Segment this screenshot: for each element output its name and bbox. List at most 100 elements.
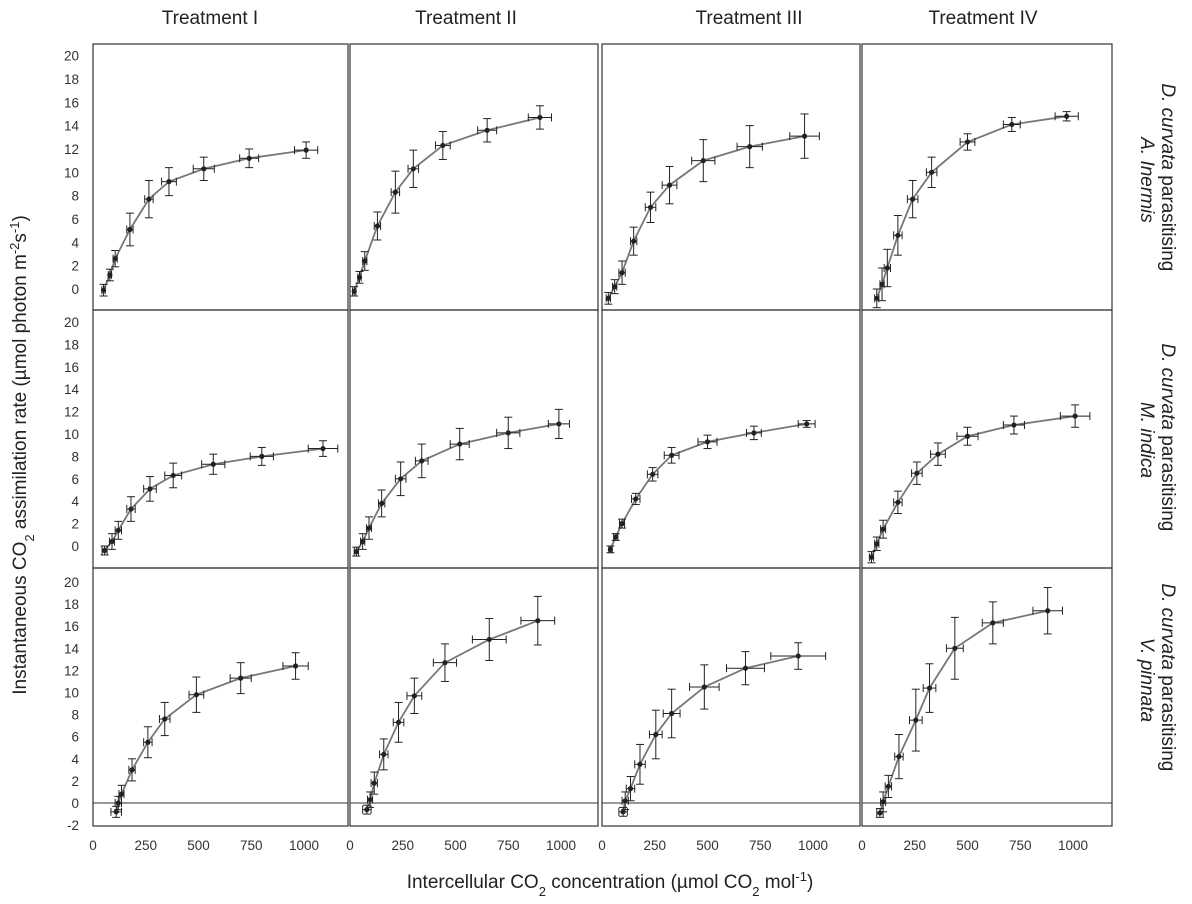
data-point <box>653 731 659 738</box>
data-point <box>885 783 891 790</box>
data-point <box>100 287 107 293</box>
data-point <box>201 166 207 172</box>
x-tick-label: 250 <box>903 838 926 853</box>
data-point <box>362 258 368 264</box>
data-point <box>952 645 958 651</box>
data-point <box>913 717 919 723</box>
panel-frame <box>861 309 1113 569</box>
panel-frame <box>601 43 861 311</box>
data-point <box>877 810 883 816</box>
series-line <box>870 415 1076 558</box>
x-tick-label: 1000 <box>289 838 319 853</box>
panel-r1-c4 <box>861 43 1113 311</box>
y-tick-label: 18 <box>64 597 79 612</box>
data-point <box>880 526 886 532</box>
y-tick-label: 18 <box>64 337 79 352</box>
y-tick-label: 14 <box>64 641 80 656</box>
column-title-1: Treatment I <box>162 8 258 29</box>
data-point <box>1045 608 1051 614</box>
data-point <box>700 158 706 164</box>
data-point <box>747 144 753 150</box>
data-point <box>1072 413 1078 419</box>
y-tick-label: 10 <box>64 686 79 701</box>
row-label-1-species: D. curvata <box>1157 83 1178 170</box>
data-point <box>801 133 808 139</box>
data-point <box>107 272 113 278</box>
y-tick-label: 8 <box>71 708 79 723</box>
series-line <box>353 116 541 292</box>
data-point <box>742 665 749 671</box>
panel-grid: 0 2 4 6 8 10 12 14 16 18 20 0 2 4 6 8 10 12 14 16 18 20 -2 0 2 4 6… <box>64 43 1113 853</box>
data-point <box>320 445 326 452</box>
y-tick-label: 14 <box>64 119 80 134</box>
series-line <box>875 115 1067 299</box>
row-label-3-species: D. curvata <box>1157 583 1178 670</box>
data-point <box>935 451 941 457</box>
panel-r3-c3: 0 250 500 750 1000 <box>598 567 861 853</box>
data-point <box>895 499 901 505</box>
data-point <box>620 809 626 815</box>
data-point <box>442 660 448 666</box>
data-point <box>804 421 810 427</box>
x-tick-label: 250 <box>134 838 157 853</box>
data-point <box>619 521 625 527</box>
data-point <box>162 716 168 722</box>
data-point <box>238 675 244 681</box>
data-point <box>411 693 417 699</box>
x-tick-label: 1000 <box>798 838 828 853</box>
row-label-2: D. curvata parasitising M. indica <box>1136 343 1178 536</box>
data-point <box>381 751 387 757</box>
data-point <box>633 496 639 502</box>
data-point <box>440 142 446 149</box>
data-point <box>874 541 880 547</box>
panel-frame <box>349 43 599 311</box>
data-point <box>537 114 543 121</box>
panel-frame <box>861 43 1113 311</box>
y-tick-label: 0 <box>71 282 79 297</box>
data-point <box>398 476 404 482</box>
panel-r3-c2: 0 250 500 750 1000 <box>346 567 599 853</box>
y-tick-label: 6 <box>71 730 79 745</box>
panel-r2-c3 <box>601 309 861 569</box>
panel-frame <box>601 309 861 569</box>
data-point <box>650 471 656 477</box>
data-point <box>505 430 511 436</box>
data-point <box>880 799 886 805</box>
data-point <box>535 618 541 624</box>
panel-r2-c2 <box>349 309 599 569</box>
column-title-2: Treatment II <box>415 8 517 29</box>
data-point <box>410 166 416 172</box>
x-tick-label: 750 <box>1009 838 1032 853</box>
y-tick-label: 10 <box>64 165 79 180</box>
data-point <box>605 295 611 301</box>
data-point <box>170 472 176 479</box>
data-point <box>895 232 901 238</box>
y-axis-title: Instantaneous CO2 assimilation rate (µmo… <box>7 215 37 695</box>
row-label-3: D. curvata parasitising V. pinnata <box>1136 583 1178 776</box>
data-point <box>1009 121 1015 128</box>
data-point <box>129 767 135 773</box>
data-point <box>647 204 654 210</box>
data-point <box>364 807 370 813</box>
data-point <box>166 179 172 185</box>
data-point <box>964 433 971 439</box>
row-label-1-host: A. Inermis <box>1136 136 1157 223</box>
y-tick-label: 20 <box>64 575 79 590</box>
y-tick-label: 12 <box>64 405 79 420</box>
data-point <box>371 780 377 786</box>
data-point <box>246 155 252 161</box>
data-point <box>990 620 996 626</box>
y-tick-label: 0 <box>71 539 79 554</box>
data-point <box>627 786 634 792</box>
data-point <box>622 798 628 804</box>
row-label-2-host: M. indica <box>1136 402 1157 478</box>
x-tick-label: 750 <box>240 838 263 853</box>
data-point <box>637 761 643 767</box>
data-point <box>926 685 933 691</box>
data-point <box>669 452 675 458</box>
data-point <box>351 288 357 294</box>
data-point <box>964 139 971 145</box>
data-point <box>669 710 675 717</box>
data-point <box>884 265 890 271</box>
data-point <box>292 663 299 669</box>
